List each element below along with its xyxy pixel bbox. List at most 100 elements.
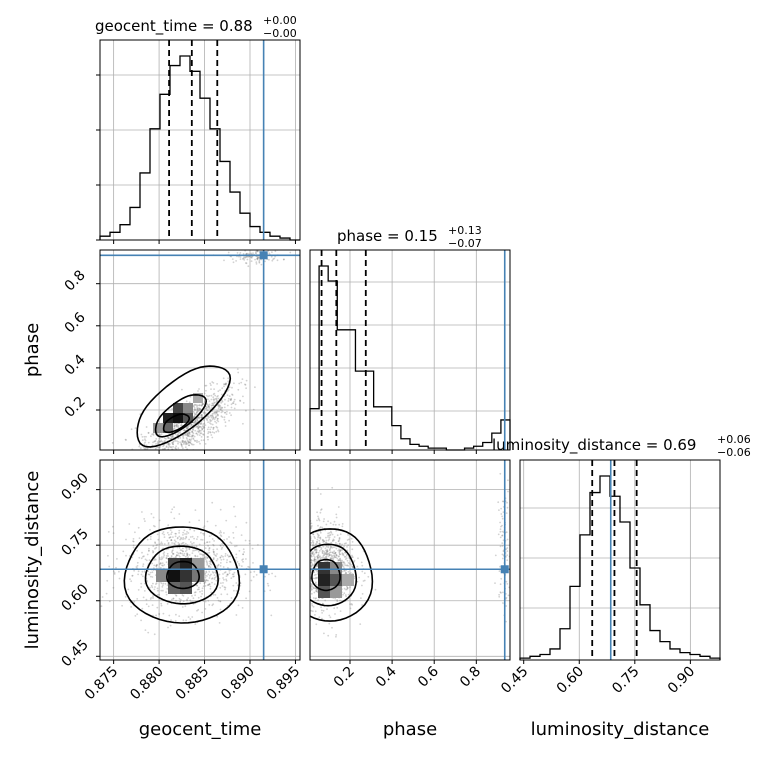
sample-point — [333, 539, 335, 542]
sample-point — [242, 422, 244, 425]
sample-point — [342, 561, 345, 564]
x-tick-label: 0.45 — [498, 664, 531, 697]
sample-point — [105, 592, 108, 595]
sample-point — [326, 608, 328, 610]
sample-point — [186, 599, 189, 602]
sample-point — [335, 529, 337, 532]
sample-point — [159, 562, 162, 564]
sample-point — [154, 439, 157, 442]
sample-point — [210, 404, 213, 407]
sample-point — [218, 410, 221, 413]
sample-point — [168, 537, 171, 539]
sample-point — [154, 547, 156, 550]
sample-point — [212, 551, 215, 554]
sample-point — [336, 557, 339, 560]
title-phase: phase = 0.15 — [337, 227, 438, 245]
sample-point — [195, 404, 198, 407]
sample-point — [150, 584, 153, 587]
sample-point — [196, 425, 199, 428]
title-geocent-time: geocent_time = 0.88 — [95, 17, 253, 36]
sample-point — [177, 447, 180, 450]
sample-point — [184, 605, 187, 608]
sample-point — [171, 451, 173, 453]
density-cell — [318, 574, 330, 586]
sample-point — [336, 534, 339, 537]
sample-point — [202, 423, 205, 426]
sample-point — [176, 554, 178, 556]
sample-point — [191, 552, 194, 554]
sample-point — [343, 542, 346, 545]
sample-point — [240, 534, 243, 536]
sample-point — [207, 544, 210, 547]
sample-point — [219, 556, 222, 559]
sample-point — [211, 571, 214, 573]
sample-point — [160, 604, 163, 607]
sample-point — [159, 562, 162, 565]
sample-point — [193, 421, 195, 424]
x-tick-label: 0.60 — [554, 664, 587, 697]
sample-point — [216, 565, 219, 567]
sample-point — [247, 565, 250, 568]
sample-point — [233, 575, 235, 578]
sample-point — [180, 444, 183, 447]
sample-point — [143, 570, 146, 573]
sample-point — [234, 515, 237, 518]
sample-point — [181, 542, 184, 544]
x-tick-label: 0.4 — [373, 663, 400, 690]
sample-point — [217, 417, 219, 420]
sample-point — [224, 571, 227, 573]
sample-point — [238, 255, 240, 258]
sample-point — [158, 543, 161, 546]
sample-point — [311, 552, 313, 555]
density-layer — [86, 501, 277, 636]
sample-point — [236, 252, 239, 254]
sample-point — [197, 596, 200, 599]
sample-point — [313, 571, 316, 574]
sample-point — [206, 575, 208, 577]
sample-point — [189, 528, 191, 531]
sample-point — [204, 579, 206, 581]
sample-point — [321, 526, 324, 529]
sample-point — [177, 424, 180, 427]
sample-point — [86, 600, 88, 602]
panel-geocent-time-vs-luminosity-distance — [86, 459, 301, 664]
sample-point — [321, 538, 324, 541]
sample-point — [308, 585, 310, 587]
sample-point — [199, 582, 202, 585]
sample-point — [205, 417, 207, 420]
sample-point — [317, 536, 319, 539]
sample-point — [221, 387, 224, 390]
sample-point — [215, 410, 218, 413]
sample-point — [198, 431, 200, 434]
sample-point — [323, 554, 326, 556]
sample-point — [148, 559, 151, 562]
sample-point — [202, 532, 204, 535]
sample-point — [501, 545, 504, 547]
sample-point — [235, 553, 238, 556]
sample-point — [142, 555, 144, 558]
sample-point — [219, 556, 222, 559]
sample-point — [329, 548, 331, 551]
sample-point — [228, 560, 231, 563]
sample-point — [185, 619, 188, 622]
sample-point — [185, 549, 188, 551]
sample-point — [315, 573, 317, 576]
sample-point — [311, 603, 313, 605]
y-tick-label: 0.4 — [62, 351, 89, 378]
sample-point — [211, 414, 214, 417]
sample-point — [318, 542, 321, 545]
sample-point — [125, 538, 127, 541]
sample-point — [207, 421, 210, 424]
sample-point — [324, 599, 327, 602]
sample-point — [181, 439, 184, 442]
sample-point — [177, 442, 179, 445]
sample-point — [226, 394, 229, 397]
sample-point — [347, 544, 349, 546]
sample-point — [204, 384, 207, 387]
x-tick-label: 0.6 — [415, 663, 442, 690]
sample-point — [143, 435, 146, 438]
sample-point — [252, 408, 255, 411]
density-cell — [192, 570, 204, 582]
sample-point — [311, 604, 314, 607]
sample-point — [235, 545, 238, 547]
